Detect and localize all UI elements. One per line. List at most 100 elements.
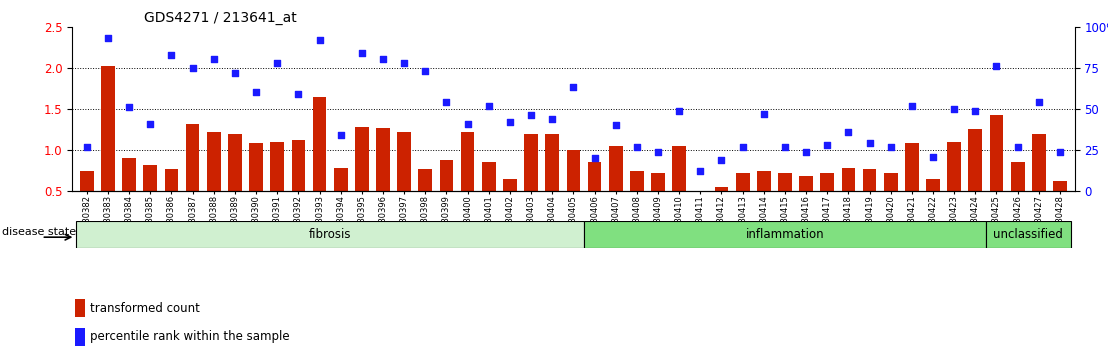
Point (628, 144, 646, 149)
Bar (249, 143, 263, 191)
Bar (143, 165, 157, 191)
Point (755, 111, 772, 116)
Bar (74, 299, 84, 317)
Bar (566, 150, 581, 191)
Point (586, 155, 604, 161)
Bar (905, 143, 919, 191)
Bar (440, 160, 453, 191)
Point (861, 141, 879, 146)
Point (819, 142, 837, 148)
FancyBboxPatch shape (584, 221, 986, 248)
Bar (376, 128, 390, 191)
Bar (74, 327, 84, 346)
Bar (1053, 181, 1067, 191)
Bar (947, 142, 961, 191)
Point (205, 57, 223, 62)
Point (798, 149, 815, 154)
Point (840, 129, 858, 135)
Bar (291, 140, 305, 191)
Point (987, 63, 1005, 69)
Text: transformed count: transformed count (90, 302, 199, 315)
Text: disease state: disease state (2, 227, 76, 237)
Point (501, 119, 519, 125)
Point (712, 157, 730, 163)
Bar (989, 115, 1004, 191)
Point (163, 52, 181, 57)
Bar (587, 162, 602, 191)
Point (691, 169, 709, 174)
Bar (122, 158, 136, 191)
Point (903, 103, 921, 108)
Bar (419, 169, 432, 191)
Bar (334, 168, 348, 191)
Bar (778, 173, 792, 191)
Point (310, 37, 328, 42)
Point (670, 108, 688, 113)
Point (268, 60, 286, 65)
Point (78, 144, 95, 149)
Point (1051, 149, 1069, 154)
Bar (736, 173, 749, 191)
Bar (863, 169, 876, 191)
Text: percentile rank within the sample: percentile rank within the sample (90, 330, 289, 343)
Point (945, 106, 963, 112)
Text: GDS4271 / 213641_at: GDS4271 / 213641_at (144, 11, 297, 25)
Bar (673, 146, 686, 191)
Bar (715, 187, 728, 191)
Point (142, 121, 160, 126)
Bar (799, 176, 813, 191)
Point (459, 121, 476, 126)
Bar (757, 171, 771, 191)
Point (184, 65, 202, 70)
Point (289, 91, 307, 97)
Point (396, 60, 413, 65)
Bar (461, 132, 474, 191)
Bar (524, 133, 538, 191)
Bar (207, 132, 220, 191)
Point (226, 70, 244, 75)
Point (1008, 144, 1026, 149)
Text: unclassified: unclassified (993, 228, 1064, 241)
Point (733, 144, 751, 149)
Bar (652, 173, 665, 191)
FancyBboxPatch shape (986, 221, 1070, 248)
Point (543, 116, 561, 121)
Bar (1010, 162, 1025, 191)
Point (99, 35, 116, 41)
Bar (968, 130, 982, 191)
Bar (270, 142, 284, 191)
Bar (165, 169, 178, 191)
Point (438, 99, 455, 105)
Bar (101, 66, 115, 191)
Bar (545, 133, 560, 191)
Text: inflammation: inflammation (746, 228, 824, 241)
Point (353, 50, 371, 56)
Bar (80, 171, 94, 191)
Point (247, 90, 265, 95)
Bar (1032, 133, 1046, 191)
Bar (355, 127, 369, 191)
Point (882, 144, 900, 149)
Bar (694, 191, 707, 201)
Bar (228, 133, 242, 191)
Bar (186, 124, 199, 191)
Text: fibrosis: fibrosis (309, 228, 351, 241)
Bar (503, 179, 516, 191)
Point (924, 154, 942, 159)
Point (966, 108, 984, 113)
Bar (842, 168, 855, 191)
Point (417, 68, 434, 74)
Bar (820, 173, 834, 191)
Bar (482, 162, 495, 191)
Point (564, 85, 583, 90)
Bar (608, 146, 623, 191)
Point (776, 144, 793, 149)
Bar (312, 97, 327, 191)
Point (649, 149, 667, 154)
Point (1030, 99, 1048, 105)
Point (375, 57, 392, 62)
Bar (926, 179, 940, 191)
Point (522, 113, 540, 118)
Bar (630, 171, 644, 191)
Bar (884, 173, 897, 191)
